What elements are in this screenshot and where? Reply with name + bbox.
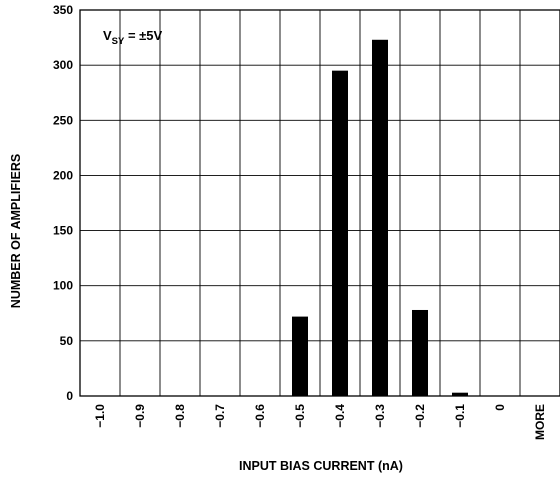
x-tick-label: −0.4 [333,404,347,428]
x-tick-label: 0 [493,404,507,411]
bar [412,309,428,396]
bar [332,70,348,397]
y-tick-label: 100 [53,279,73,293]
x-tick-label: −0.1 [453,404,467,428]
bar [372,39,388,397]
x-tick-label: −0.7 [213,404,227,428]
y-tick-label: 50 [60,334,74,348]
bars [292,39,468,397]
y-tick-label: 200 [53,168,73,182]
y-tick-label: 250 [53,113,73,127]
y-axis-title: NUMBER OF AMPLIFIERS [9,154,23,308]
x-tick-label: −0.5 [293,404,307,428]
grid [80,9,560,397]
x-tick-label: −0.8 [173,404,187,428]
x-axis-title: INPUT BIAS CURRENT (nA) [239,459,403,473]
y-axis-ticks: 0 50 100 150 200 250 300 350 [53,3,73,403]
y-tick-label: 350 [53,3,73,17]
y-tick-label: 300 [53,58,73,72]
y-tick-label: 150 [53,224,73,238]
y-tick-label: 0 [66,389,73,403]
bar [292,316,308,396]
plot-frame [79,9,560,397]
x-tick-label: −0.6 [253,404,267,428]
supply-voltage-annotation: VSY = ±5V [103,28,163,47]
bar [452,392,468,396]
x-tick-label: −1.0 [93,404,107,428]
x-tick-label: MORE [533,404,547,440]
x-tick-label: −0.9 [133,404,147,428]
x-tick-label: −0.2 [413,404,427,428]
x-axis-ticks: −1.0 −0.9 −0.8 −0.7 −0.6 −0.5 −0.4 −0.3 −0.2 −0.1… [93,404,547,440]
x-tick-label: −0.3 [373,404,387,428]
